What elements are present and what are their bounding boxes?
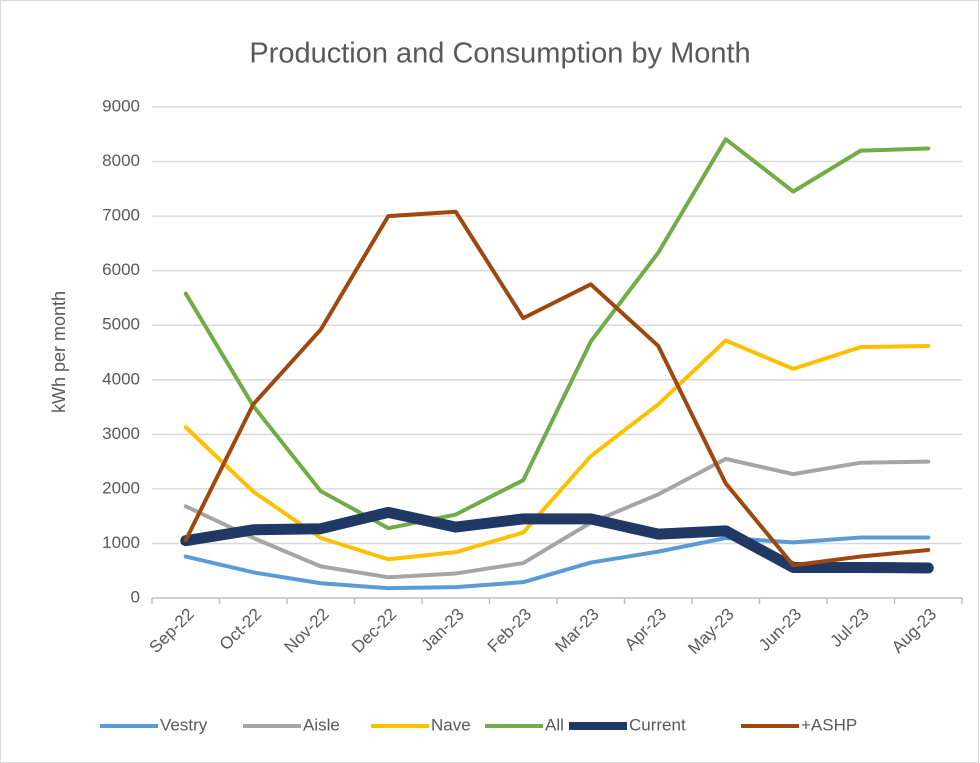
series-line bbox=[183, 535, 931, 591]
series-line bbox=[183, 137, 931, 531]
y-tick-label: 1000 bbox=[102, 533, 140, 552]
y-tick-label: 6000 bbox=[102, 260, 140, 279]
y-axis-label: kWh per month bbox=[49, 291, 69, 413]
y-tick-label: 5000 bbox=[102, 315, 140, 334]
y-tick-label: 8000 bbox=[102, 151, 140, 170]
y-tick-label: 9000 bbox=[102, 96, 140, 115]
y-tick-label: 2000 bbox=[102, 478, 140, 497]
legend-label: Nave bbox=[431, 715, 471, 734]
y-tick-label: 0 bbox=[131, 587, 140, 606]
y-tick-label: 4000 bbox=[102, 369, 140, 388]
legend-label: Aisle bbox=[303, 715, 340, 734]
chart-title: Production and Consumption by Month bbox=[249, 38, 750, 70]
series-line bbox=[180, 506, 934, 574]
legend-label: Current bbox=[629, 715, 686, 734]
series-line bbox=[183, 456, 931, 580]
y-tick-label: 7000 bbox=[102, 206, 140, 225]
legend-label: All bbox=[545, 715, 564, 734]
y-tick-label: 3000 bbox=[102, 424, 140, 443]
legend-label: +ASHP bbox=[801, 715, 857, 734]
series-line bbox=[183, 209, 931, 568]
legend-label: Vestry bbox=[160, 715, 208, 734]
